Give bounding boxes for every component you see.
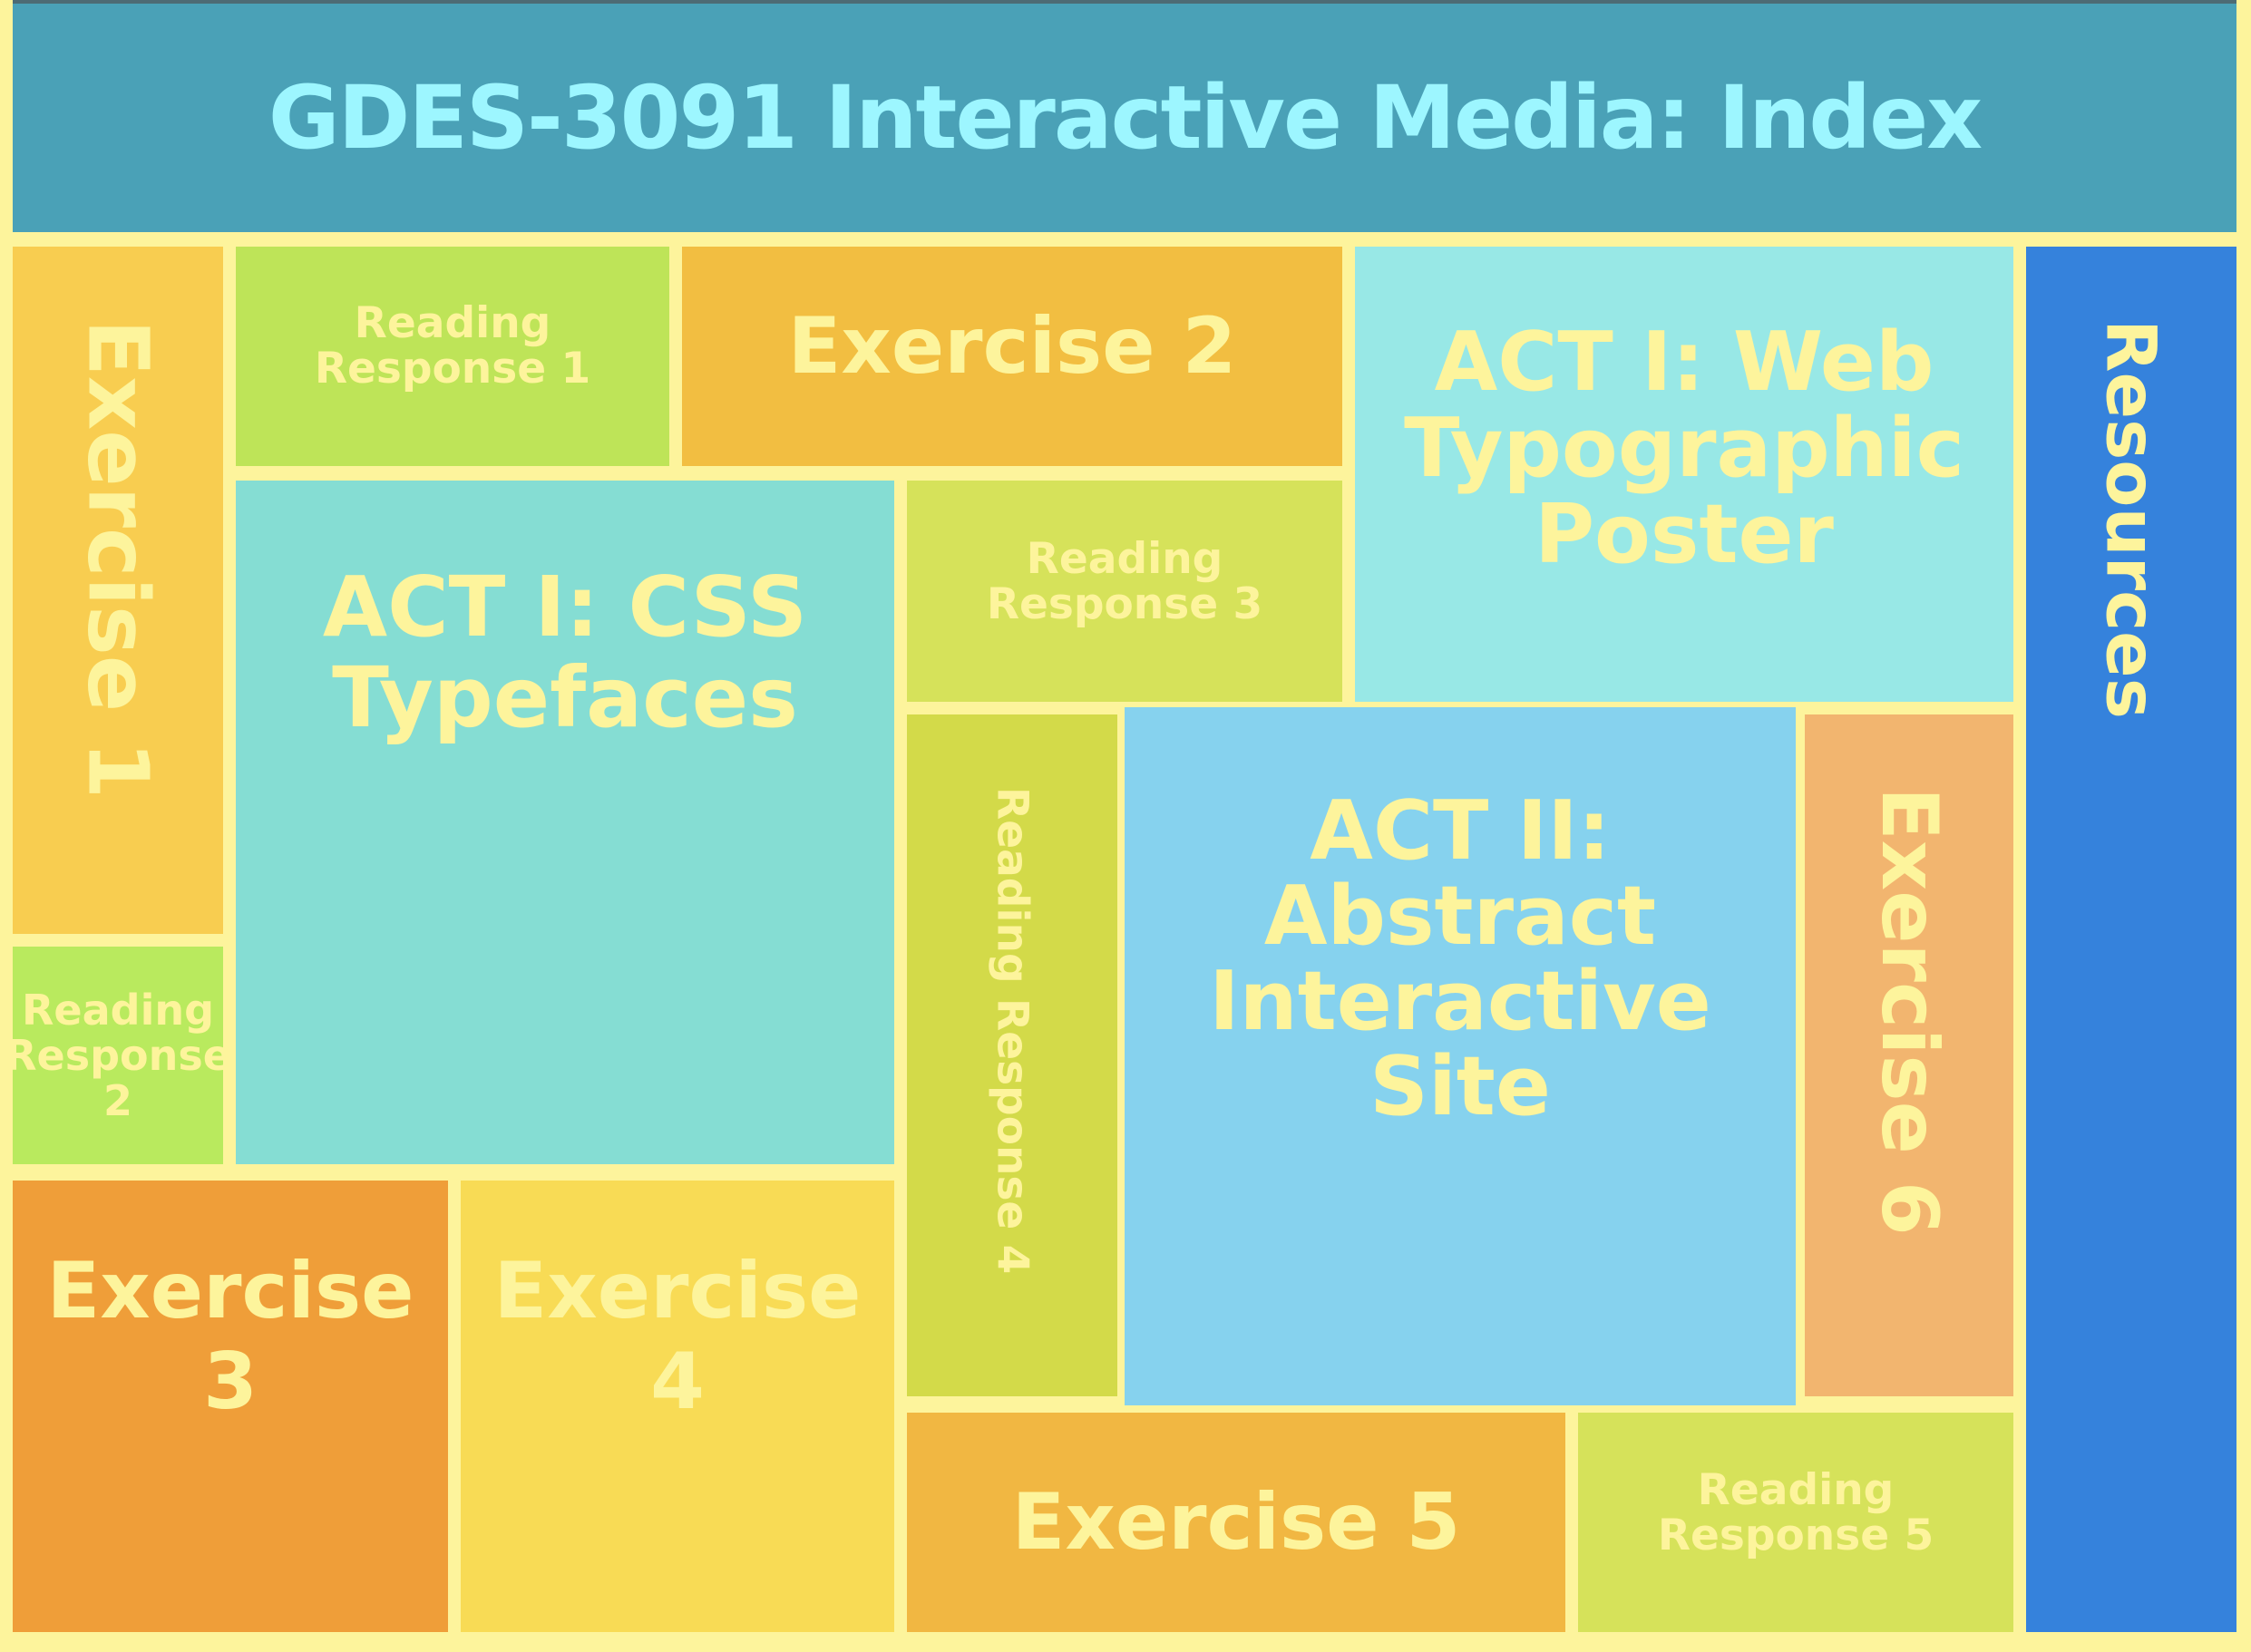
- tile-act2-abstract-interactive-site[interactable]: ACT II: Abstract Interactive Site: [1125, 707, 1796, 1405]
- tile-act1-web-typographic-poster[interactable]: ACT I: Web Typographic Poster: [1355, 247, 2013, 702]
- tile-label: ACT I: Web Typographic Poster: [1404, 315, 1964, 582]
- page-title: GDES-3091 Interactive Media: Index: [268, 67, 1983, 169]
- tile-exercise-6[interactable]: Exercise 6: [1805, 714, 2013, 1396]
- tile-label: Exercise 3: [46, 1246, 414, 1427]
- tile-reading-response-3[interactable]: Reading Response 3: [907, 481, 1342, 702]
- tile-label: Exercise 2: [787, 301, 1237, 392]
- tile-exercise-3[interactable]: Exercise 3: [13, 1181, 448, 1632]
- tile-resources[interactable]: Resources: [2026, 247, 2236, 1632]
- tile-label: Resources: [2090, 319, 2172, 719]
- tile-label: Reading Response 5: [1657, 1465, 1934, 1560]
- tile-exercise-4[interactable]: Exercise 4: [461, 1181, 894, 1632]
- tile-label: Reading Response 2: [5, 986, 231, 1125]
- tile-exercise-1[interactable]: Exercise 1: [13, 247, 223, 934]
- tile-label: Reading Response 3: [986, 534, 1263, 629]
- tile-exercise-2[interactable]: Exercise 2: [682, 247, 1342, 466]
- tile-label: Exercise 6: [1864, 787, 1954, 1236]
- tile-label: Reading Response 4: [987, 787, 1038, 1275]
- tile-label: ACT I: CSS Typefaces: [322, 559, 808, 746]
- tile-act1-css-typefaces[interactable]: ACT I: CSS Typefaces: [236, 481, 894, 1164]
- tile-reading-response-1[interactable]: Reading Response 1: [236, 247, 669, 466]
- tile-label: Exercise 5: [1011, 1477, 1461, 1568]
- tile-reading-response-5[interactable]: Reading Response 5: [1578, 1413, 2013, 1632]
- tile-label: ACT II: Abstract Interactive Site: [1209, 783, 1711, 1134]
- tile-label: Exercise 4: [493, 1246, 862, 1427]
- tile-label: Reading Response 1: [314, 298, 591, 394]
- tile-reading-response-2[interactable]: Reading Response 2: [5, 947, 231, 1164]
- tile-label: Exercise 1: [69, 319, 167, 800]
- page-title-banner: GDES-3091 Interactive Media: Index: [13, 0, 2236, 232]
- tile-reading-response-4[interactable]: Reading Response 4: [907, 714, 1117, 1396]
- tile-exercise-5[interactable]: Exercise 5: [907, 1413, 1565, 1632]
